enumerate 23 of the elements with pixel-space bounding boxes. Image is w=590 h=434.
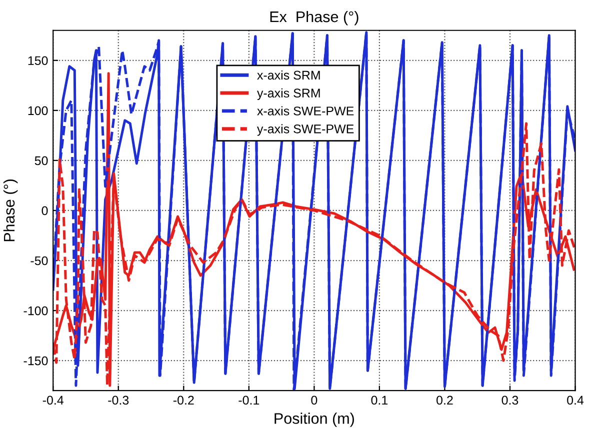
legend-label: x-axis SWE-PWE bbox=[257, 106, 354, 116]
y-tick-label: 150 bbox=[28, 56, 48, 66]
x-tick-label: -0.4 bbox=[42, 396, 64, 405]
y-tick-label: -50 bbox=[30, 256, 48, 266]
chart-title: Ex Phase (°) bbox=[270, 10, 358, 26]
x-tick-label: -0.1 bbox=[238, 396, 260, 405]
x-axis-title: Position (m) bbox=[274, 412, 354, 427]
x-tick-label: -0.3 bbox=[108, 396, 129, 405]
x-tick-label: 0.3 bbox=[502, 396, 518, 405]
legend-label: x-axis SRM bbox=[257, 70, 320, 80]
y-axis-title: Phase (°) bbox=[3, 180, 18, 242]
y-tick-label: -100 bbox=[24, 306, 48, 316]
x-tick-label: -0.2 bbox=[173, 396, 194, 405]
y-tick-label: 0 bbox=[42, 206, 48, 216]
legend-label: y-axis SWE-PWE bbox=[256, 124, 354, 136]
x-tick-label: 0 bbox=[311, 396, 318, 405]
y-tick-label: 100 bbox=[28, 106, 48, 116]
y-tick-label: 50 bbox=[34, 156, 48, 166]
legend-label: y-axis SRM bbox=[256, 88, 320, 100]
x-tick-label: 0.4 bbox=[567, 396, 584, 405]
y-tick-label: -150 bbox=[24, 356, 48, 366]
x-tick-label: 0.2 bbox=[436, 396, 453, 405]
x-tick-label: 0.1 bbox=[371, 396, 388, 405]
